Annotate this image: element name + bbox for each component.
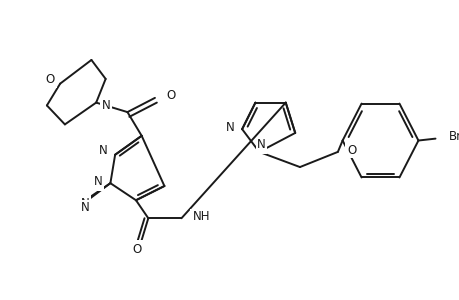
- Text: O: O: [46, 74, 55, 86]
- Text: O: O: [45, 74, 54, 86]
- Text: O: O: [166, 89, 175, 103]
- Text: N: N: [225, 121, 234, 134]
- Text: N: N: [81, 201, 90, 214]
- Text: O: O: [132, 243, 141, 256]
- Text: N: N: [256, 140, 265, 153]
- Text: Br: Br: [448, 130, 459, 143]
- Text: N: N: [99, 143, 107, 157]
- Text: O: O: [347, 143, 356, 157]
- Text: NH: NH: [190, 210, 208, 223]
- Text: N: N: [94, 175, 102, 188]
- Text: N: N: [256, 138, 265, 151]
- Text: N: N: [101, 99, 110, 112]
- Text: N: N: [83, 205, 92, 218]
- Text: N: N: [225, 121, 234, 134]
- Text: O: O: [164, 90, 174, 104]
- Text: N: N: [81, 196, 90, 210]
- Text: N: N: [99, 144, 107, 158]
- Text: N: N: [99, 144, 107, 158]
- Text: N: N: [94, 177, 102, 190]
- Text: N: N: [101, 98, 109, 111]
- Text: N: N: [94, 177, 102, 190]
- Text: O: O: [132, 241, 141, 254]
- Text: NH: NH: [192, 210, 210, 223]
- Text: Br: Br: [446, 130, 459, 143]
- Text: O: O: [346, 143, 355, 157]
